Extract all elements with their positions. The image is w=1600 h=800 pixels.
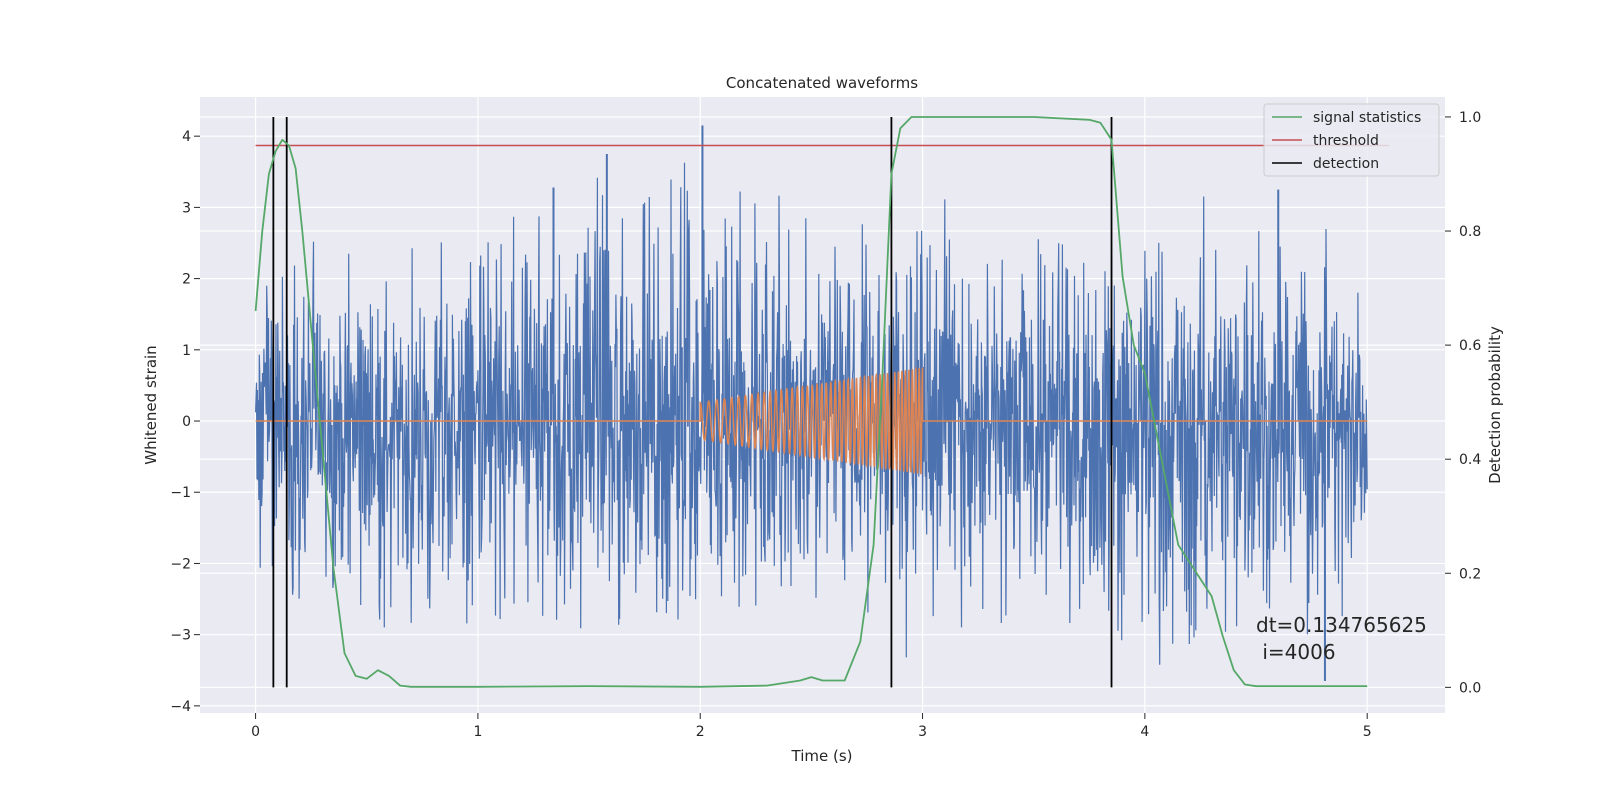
strain-line bbox=[255, 162, 1368, 665]
y-axis-label: Whitened strain bbox=[142, 345, 160, 464]
y-tick-label: −4 bbox=[170, 699, 191, 715]
y-tick-label: 3 bbox=[182, 200, 191, 216]
probability-series bbox=[254, 116, 1390, 688]
strain-series bbox=[255, 125, 1368, 681]
y2-axis-label: Detection probability bbox=[1486, 326, 1504, 484]
axes: 0 1 2 3 4 5 −4 −3 −2 −1 0 1 2 3 4 0.0 0.2 0.4 0.6 0.8 1.0 bbox=[170, 110, 1481, 740]
annotation-i: i=4006 bbox=[1256, 640, 1336, 664]
y-tick-label: 4 bbox=[182, 129, 191, 145]
y2-tick-label: 0.0 bbox=[1459, 680, 1481, 696]
x-tick-label: 2 bbox=[696, 724, 705, 740]
x-tick-label: 1 bbox=[473, 724, 482, 740]
x-tick-label: 4 bbox=[1140, 724, 1149, 740]
y-tick-label: −3 bbox=[170, 628, 191, 644]
x-tick-label: 0 bbox=[251, 724, 260, 740]
signal-statistics-line bbox=[254, 116, 1368, 688]
y2-tick-label: 0.2 bbox=[1459, 566, 1481, 582]
legend-label-threshold: threshold bbox=[1313, 133, 1379, 149]
y2-tick-label: 0.4 bbox=[1459, 452, 1481, 468]
y-tick-label: 1 bbox=[182, 343, 191, 359]
y2-tick-label: 1.0 bbox=[1459, 110, 1481, 126]
y2-tick-label: 0.6 bbox=[1459, 338, 1481, 354]
y-tick-label: 2 bbox=[182, 272, 191, 288]
chart-title: Concatenated waveforms bbox=[726, 74, 918, 92]
legend: signal statistics threshold detection bbox=[1263, 103, 1440, 177]
chirp-series bbox=[255, 366, 1368, 475]
y-tick-label: −1 bbox=[170, 485, 191, 501]
y-tick-label: 0 bbox=[182, 414, 191, 430]
x-tick-label: 3 bbox=[918, 724, 927, 740]
annotation-dt: dt=0.134765625 bbox=[1256, 613, 1427, 637]
y2-tick-label: 0.8 bbox=[1459, 224, 1481, 240]
x-axis-label: Time (s) bbox=[791, 747, 853, 765]
y-tick-label: −2 bbox=[170, 556, 191, 572]
chirp-line bbox=[255, 366, 1368, 475]
legend-label-signal-statistics: signal statistics bbox=[1313, 110, 1421, 126]
legend-label-detection: detection bbox=[1313, 156, 1379, 172]
legend-box bbox=[1263, 103, 1440, 177]
x-tick-label: 5 bbox=[1363, 724, 1372, 740]
